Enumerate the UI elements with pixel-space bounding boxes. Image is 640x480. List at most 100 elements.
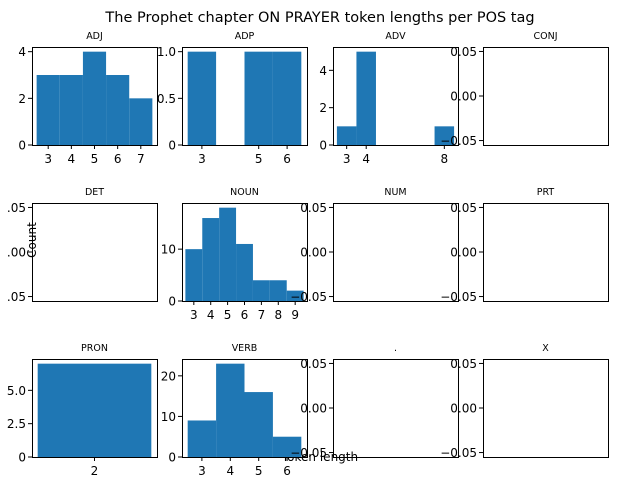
ytick-label-verb-1: 10	[161, 410, 176, 424]
ytick-label-verb-0: 0	[168, 451, 176, 465]
panel-pron: PRON 0 2.5 5.0 2	[7, 343, 158, 478]
panel-title-det: DET	[85, 187, 104, 198]
panel-prt: PRT −0.05 0.00 0.05	[440, 187, 609, 304]
bar-adj-2	[82, 51, 107, 145]
axes-frame-punct	[333, 359, 459, 458]
ytick-label-prt-1: 0.00	[450, 246, 477, 260]
xtick-label-noun-2: 5	[224, 308, 232, 322]
ytick-label-punct-2: 0.05	[300, 357, 327, 371]
panel-title-noun: NOUN	[230, 187, 259, 198]
bar-adp-1	[244, 51, 273, 145]
xtick-label-adj-4: 7	[137, 152, 145, 166]
panel-title-x: X	[542, 343, 549, 354]
ytick-label-conj-0: −0.05	[440, 134, 477, 148]
xtick-label-noun-5: 8	[274, 308, 282, 322]
bar-noun-5	[269, 280, 287, 301]
panel-verb: VERB 0 10 20 3 4 5 6	[161, 343, 308, 478]
ytick-label-conj-2: 0.05	[450, 45, 477, 59]
axes-frame-det	[32, 203, 158, 302]
bar-verb-2	[244, 392, 273, 457]
ytick-label-pron-1: 2.5	[7, 417, 26, 431]
xtick-label-adv-1: 4	[362, 152, 370, 166]
ytick-label-prt-2: 0.05	[450, 201, 477, 215]
xtick-label-verb-1: 4	[226, 464, 234, 478]
panel-adp: ADP 0 0.5 1.0 3 5 6	[157, 31, 308, 166]
bar-adp-2	[272, 51, 302, 145]
axes-frame-prt	[483, 203, 609, 302]
bar-verb-0	[187, 420, 217, 457]
xtick-label-pron-0: 2	[91, 464, 99, 478]
bar-adj-1	[59, 75, 83, 145]
ytick-label-adp-0: 0	[168, 139, 176, 153]
xtick-label-adp-1: 5	[255, 152, 263, 166]
ytick-label-adj-0: 0	[18, 139, 26, 153]
ytick-label-adv-1: 2	[319, 101, 327, 115]
ytick-label-adj-2: 4	[18, 45, 26, 59]
panel-title-adp: ADP	[235, 31, 255, 42]
bar-adj-0	[36, 75, 60, 145]
ytick-label-adp-2: 1.0	[157, 45, 176, 59]
ytick-label-conj-1: 0.00	[450, 90, 477, 104]
axes-frame-verb	[182, 359, 308, 458]
ytick-label-punct-1: 0.00	[300, 402, 327, 416]
bar-adv-2	[434, 126, 455, 145]
figure-title: The Prophet chapter ON PRAYER token leng…	[104, 10, 534, 26]
panel-title-num: NUM	[384, 187, 406, 198]
xtick-label-verb-0: 3	[198, 464, 206, 478]
panel-title-prt: PRT	[537, 187, 555, 198]
bar-pron-0	[37, 363, 152, 457]
bar-adj-4	[129, 98, 153, 145]
ytick-label-det-1: .00	[7, 246, 26, 260]
bar-noun-0	[185, 249, 203, 301]
xtick-label-adj-1: 4	[68, 152, 76, 166]
ytick-label-pron-0: 0	[18, 451, 26, 465]
xtick-label-noun-6: 9	[291, 308, 299, 322]
ytick-label-noun-1: 10	[161, 243, 176, 257]
ytick-label-det-2: .05	[7, 201, 26, 215]
panel-title-conj: CONJ	[533, 31, 557, 42]
ytick-label-punct-0: −0.05	[290, 446, 327, 460]
bar-noun-3	[236, 243, 253, 301]
xtick-label-adv-2: 8	[441, 152, 449, 166]
ytick-label-det-0: .05	[7, 290, 26, 304]
ytick-label-x-0: −0.05	[440, 446, 477, 460]
bar-verb-1	[216, 363, 245, 457]
panel-det: DET .05 .00 .05	[7, 187, 158, 304]
panel-conj: CONJ −0.05 0.00 0.05	[440, 31, 609, 148]
panel-punct: . −0.05 0.00 0.05	[290, 343, 459, 460]
bar-adj-3	[106, 75, 130, 145]
xtick-label-adj-0: 3	[44, 152, 52, 166]
panel-title-pron: PRON	[81, 343, 108, 354]
ytick-label-prt-0: −0.05	[440, 290, 477, 304]
ytick-label-num-2: 0.05	[300, 201, 327, 215]
xtick-label-noun-4: 7	[258, 308, 266, 322]
axes-frame-num	[333, 203, 459, 302]
axes-frame-x	[483, 359, 609, 458]
xtick-label-noun-3: 6	[241, 308, 249, 322]
panel-num: NUM −0.05 0.00 0.05	[290, 187, 459, 304]
xtick-label-adp-2: 6	[283, 152, 291, 166]
xtick-label-adj-2: 5	[91, 152, 99, 166]
axes-frame-adp	[182, 47, 308, 146]
xtick-label-adj-3: 6	[114, 152, 122, 166]
axes-frame-conj	[483, 47, 609, 146]
bar-noun-1	[202, 218, 220, 301]
panel-title-verb: VERB	[232, 343, 258, 354]
panel-title-adj: ADJ	[86, 31, 103, 42]
xtick-label-adp-0: 3	[198, 152, 206, 166]
xtick-label-verb-2: 5	[255, 464, 263, 478]
bar-adp-0	[187, 51, 217, 145]
bar-adv-0	[336, 126, 357, 145]
xtick-label-adv-0: 3	[343, 152, 351, 166]
ytick-label-adp-1: 0.5	[157, 92, 176, 106]
xtick-label-verb-3: 6	[283, 464, 291, 478]
axes-frame-adv	[333, 47, 459, 146]
ytick-label-adv-2: 4	[319, 64, 327, 78]
panel-noun: NOUN 0 10 3 4 5 6 7 8 9	[161, 187, 308, 322]
ytick-label-pron-2: 5.0	[7, 384, 26, 398]
ytick-label-adj-1: 2	[18, 92, 26, 106]
ytick-label-x-1: 0.00	[450, 402, 477, 416]
panel-x: X −0.05 0.00 0.05	[440, 343, 609, 460]
